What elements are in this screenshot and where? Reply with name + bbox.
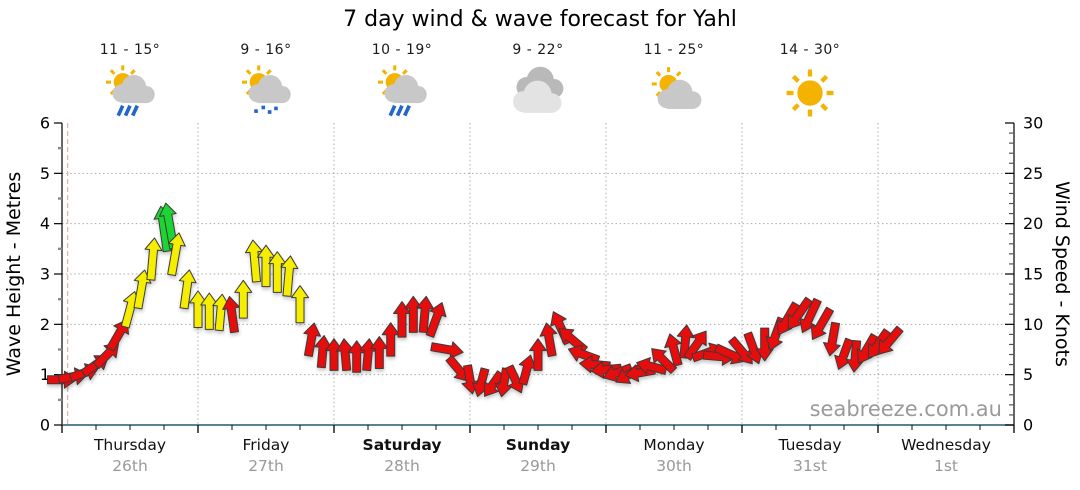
date-label: 1st xyxy=(933,457,958,475)
gridlines xyxy=(62,123,1014,425)
wind-arrow xyxy=(483,370,505,397)
svg-text:1: 1 xyxy=(40,365,50,384)
day-label: Sunday xyxy=(505,436,571,454)
svg-text:0: 0 xyxy=(40,416,50,435)
wind-arrow xyxy=(268,251,287,293)
wind-axis-title: Wind Speed - Knots xyxy=(1051,181,1073,367)
wind-arrow xyxy=(178,269,197,310)
svg-text:5: 5 xyxy=(1023,365,1033,384)
wind-arrow xyxy=(539,322,558,358)
time-axis-ticks xyxy=(61,425,1015,433)
svg-text:10: 10 xyxy=(1023,315,1043,334)
wind-arrow xyxy=(823,321,841,357)
wind-arrow xyxy=(664,333,683,367)
wind-arrow xyxy=(878,325,904,355)
day-label: Thursday xyxy=(93,436,167,454)
day-label: Tuesday xyxy=(778,436,842,454)
day-label: Saturday xyxy=(362,436,442,454)
wind-arrow xyxy=(303,322,321,358)
wind-arrow xyxy=(810,306,835,340)
wind-arrow xyxy=(189,290,207,329)
wind-arrow xyxy=(291,285,309,324)
wind-arrow xyxy=(636,357,668,375)
svg-text:4: 4 xyxy=(40,214,50,233)
svg-text:2: 2 xyxy=(40,315,50,334)
day-label: Friday xyxy=(242,436,290,454)
day-label: Monday xyxy=(643,436,705,454)
wind-arrow xyxy=(144,237,163,281)
svg-text:30: 30 xyxy=(1023,114,1043,133)
wind-arrow xyxy=(425,302,447,338)
day-temp-range: 9 - 22° xyxy=(512,42,564,58)
date-label: 28th xyxy=(384,457,420,475)
date-label: 27th xyxy=(248,457,284,475)
svg-text:25: 25 xyxy=(1023,164,1043,183)
svg-text:15: 15 xyxy=(1023,265,1043,284)
day-temp-range: 14 - 30° xyxy=(779,42,841,58)
watermark: seabreeze.com.au xyxy=(809,397,1002,421)
wind-arrow xyxy=(106,319,130,352)
day-temp-range: 11 - 15° xyxy=(99,42,161,58)
svg-text:5: 5 xyxy=(40,164,50,183)
day-temp-range: 9 - 16° xyxy=(240,42,292,58)
svg-text:3: 3 xyxy=(40,265,50,284)
date-label: 29th xyxy=(520,457,556,475)
page-title: 7 day wind & wave forecast for Yahl xyxy=(343,7,737,32)
wind-arrow xyxy=(370,336,389,369)
day-label: Wednesday xyxy=(901,436,991,454)
svg-text:6: 6 xyxy=(40,114,50,133)
wave-axis-title: Wave Height - Metres xyxy=(3,171,25,377)
wind-arrow xyxy=(381,322,400,357)
wind-arrow xyxy=(683,330,707,361)
wind-arrow xyxy=(676,324,695,359)
wind-arrow xyxy=(234,279,253,319)
wind-arrow xyxy=(167,232,186,277)
wind-arrow xyxy=(430,341,464,360)
wind-arrow xyxy=(529,338,547,371)
date-label: 31st xyxy=(793,457,827,475)
wind-arrow xyxy=(280,255,299,297)
day-temp-range: 11 - 25° xyxy=(643,42,705,58)
wind-arrows xyxy=(47,202,904,398)
date-label: 30th xyxy=(656,457,692,475)
svg-text:20: 20 xyxy=(1023,214,1043,233)
wind-arrow xyxy=(799,297,822,334)
day-temp-range: 10 - 19° xyxy=(371,42,433,58)
date-label: 26th xyxy=(112,457,148,475)
wind-axis-ticks: 0 5 10 15 20 25 30 xyxy=(1005,114,1043,435)
wave-axis-ticks: 0 1 2 3 4 5 6 xyxy=(40,114,62,435)
svg-text:0: 0 xyxy=(1023,416,1033,435)
wind-arrow xyxy=(651,348,678,374)
